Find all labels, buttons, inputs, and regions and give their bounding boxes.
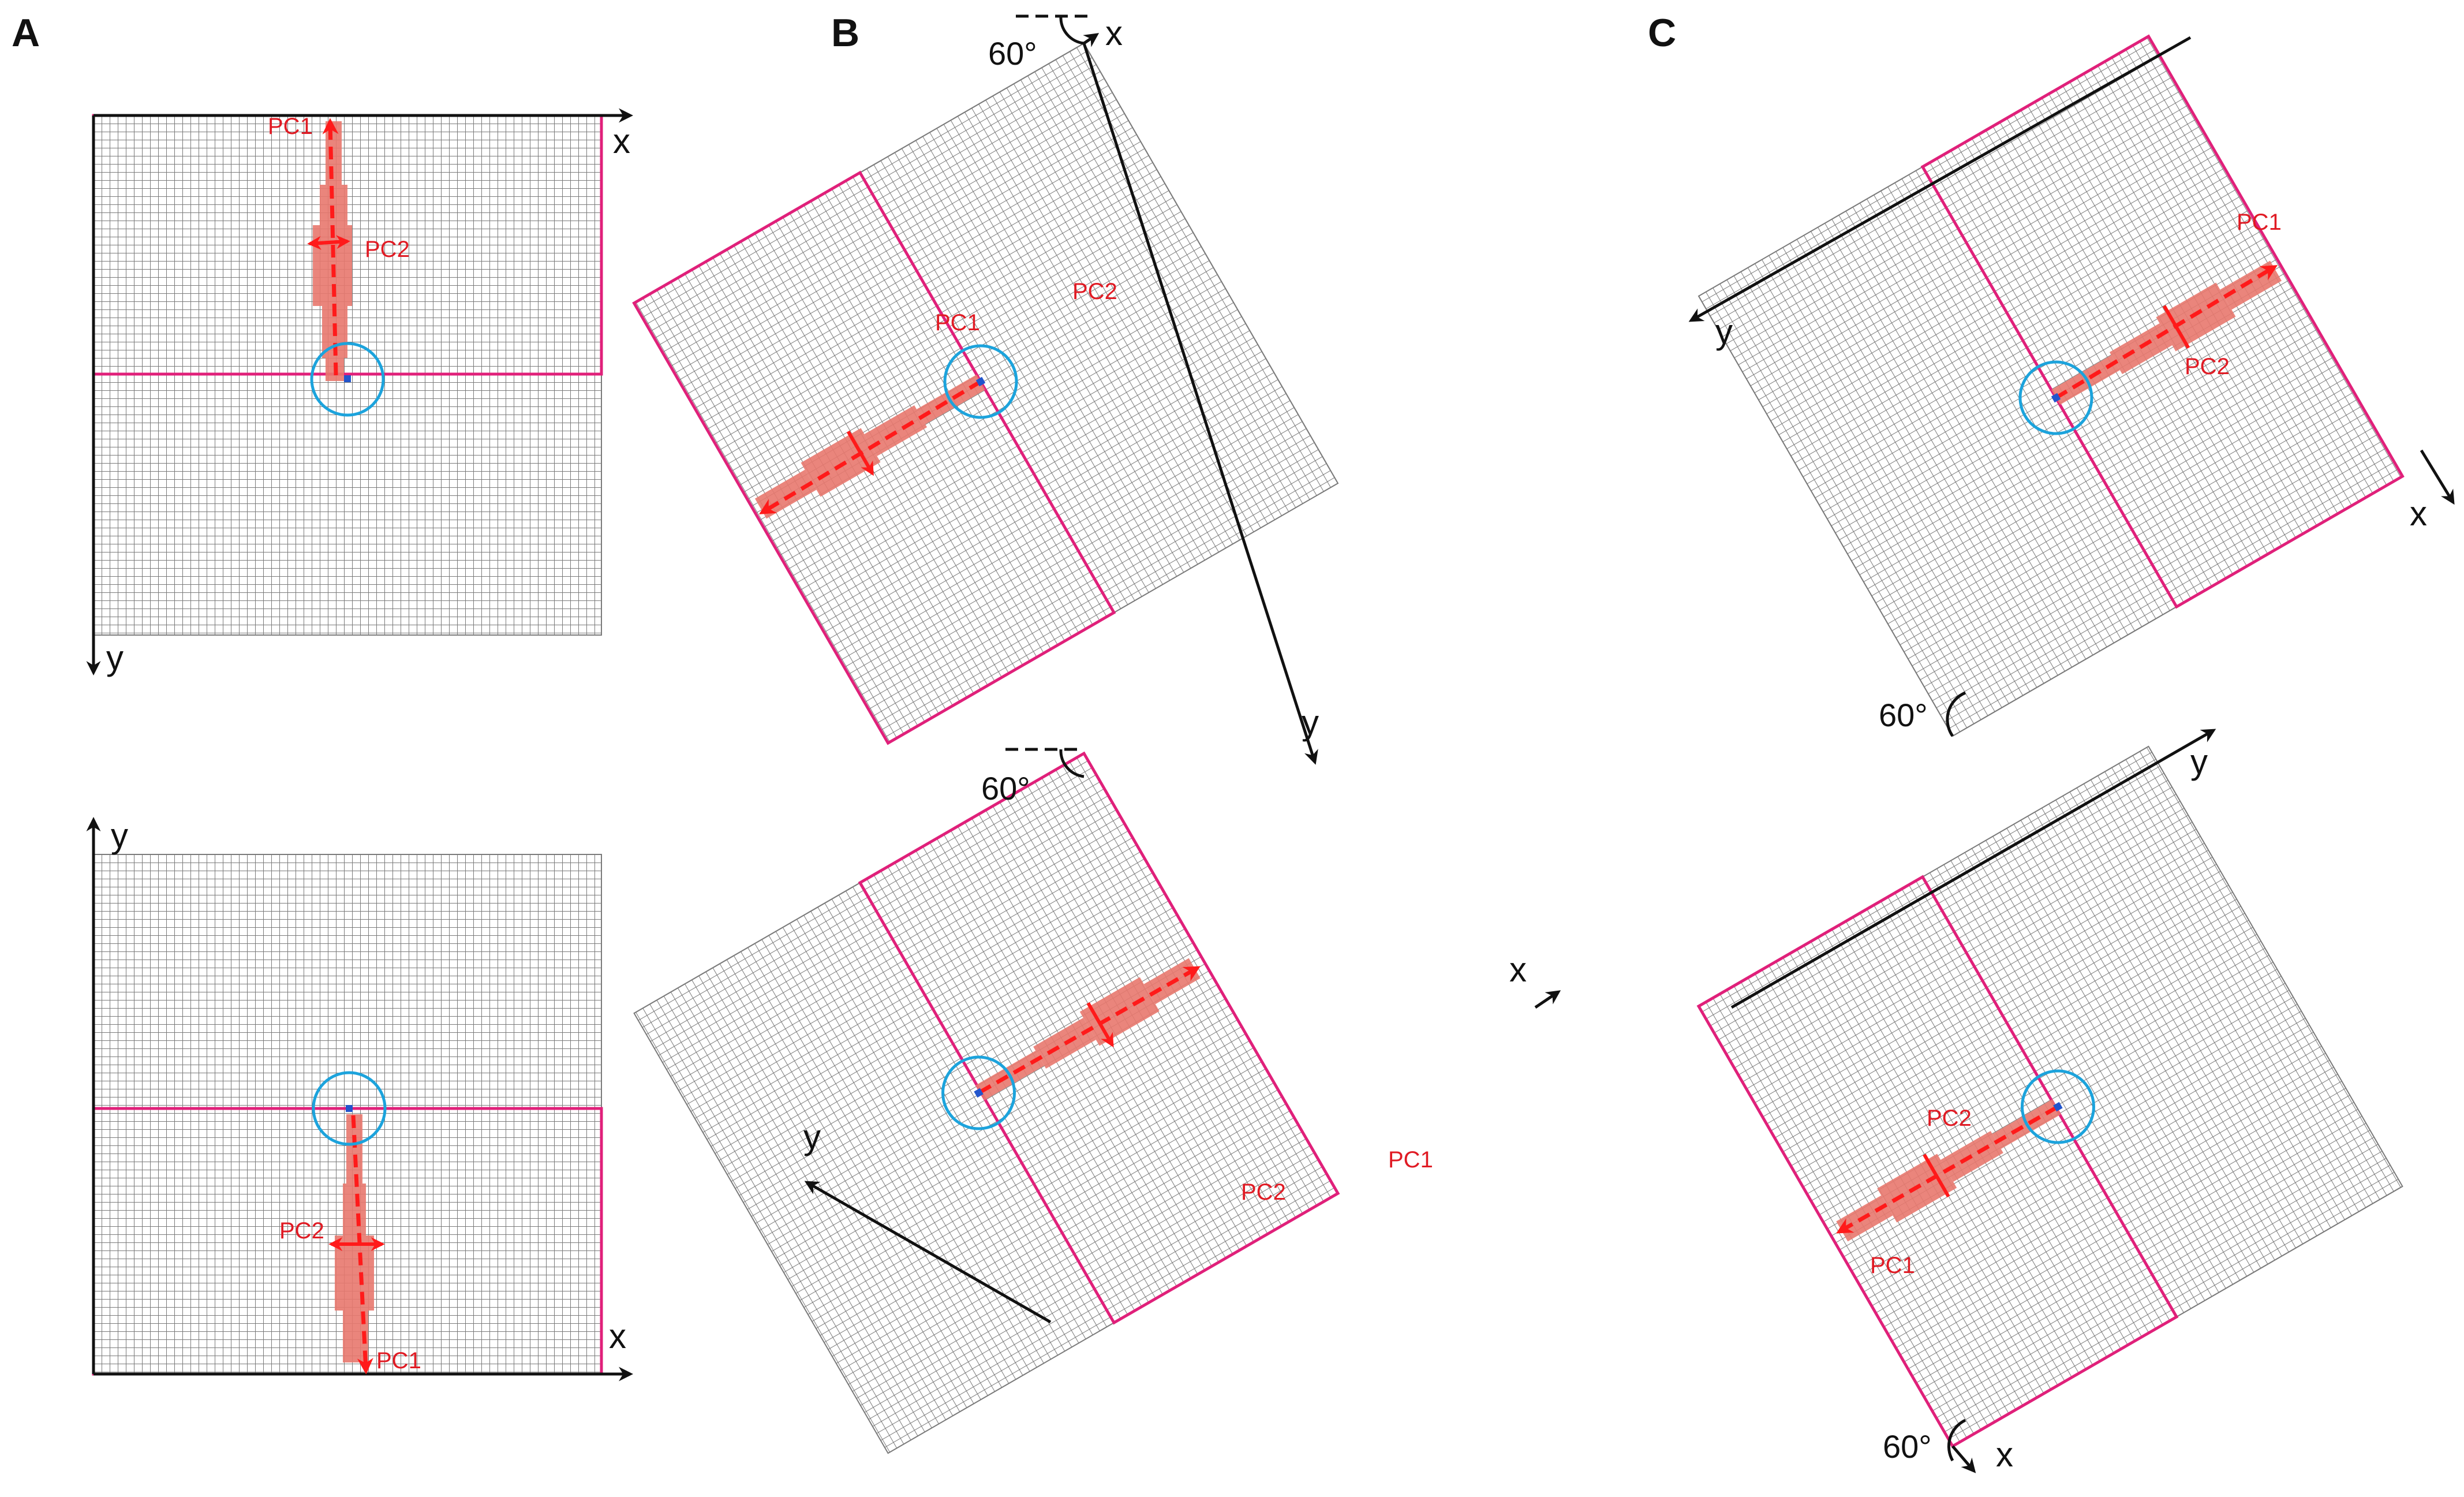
angle-arc <box>1059 16 1085 45</box>
pc2-arrow <box>846 430 874 476</box>
x-axis <box>1083 33 1100 47</box>
y-axis-label: y <box>1715 312 1733 351</box>
origin-point <box>974 1088 984 1098</box>
x-axis <box>1951 1445 1976 1473</box>
x-axis-label: x <box>1509 950 1527 989</box>
x-axis <box>2420 449 2455 505</box>
pc2-arrow <box>1086 1002 1114 1048</box>
panel-c-bottom-axes: 60° x y PC1 PC2 <box>1730 729 2216 1474</box>
pc2-label: PC2 <box>365 237 410 262</box>
y-axis-label: y <box>2190 742 2208 781</box>
pc1-arrow <box>1836 1105 2058 1234</box>
angle-label: 60° <box>981 770 1030 807</box>
origin-point <box>2051 393 2061 403</box>
y-axis <box>1730 729 2216 1009</box>
origin-point <box>346 1105 353 1112</box>
panel-a-bottom-view: x y PC1 PC2 <box>86 816 633 1382</box>
y-axis-label: y <box>1302 703 1319 742</box>
pc2-label: PC2 <box>2185 354 2230 379</box>
x-axis-label: x <box>1996 1435 2013 1474</box>
x-axis-label: x <box>1105 14 1123 53</box>
angle-arc <box>1947 1418 1966 1462</box>
pc2-arrow <box>1923 1153 1950 1198</box>
angle-arc <box>1059 749 1085 778</box>
panel-b-top-axes: 60° x y PC1 PC2 <box>935 14 1319 765</box>
origin-point <box>344 375 351 382</box>
x-axis-label: x <box>613 122 630 160</box>
panel-label-a: A <box>12 11 40 55</box>
pc1-arrow <box>978 966 1201 1095</box>
origin-circle <box>943 344 1018 419</box>
origin-circle <box>2020 1069 2095 1144</box>
angle-label: 60° <box>1879 697 1928 733</box>
y-axis <box>804 1181 1052 1324</box>
roi-border <box>632 170 1116 745</box>
origin-point <box>2053 1102 2063 1112</box>
angle-label: 60° <box>988 35 1037 72</box>
pc1-arrow <box>758 379 982 515</box>
roi-border <box>1920 34 2405 609</box>
panel-b-bottom-axes: 60° x y PC1 PC2 <box>803 748 1561 1324</box>
pc2-label: PC2 <box>279 1218 324 1244</box>
angle-arc <box>1946 691 1966 737</box>
y-axis <box>1082 43 1318 765</box>
roi-border <box>1696 875 2179 1449</box>
roi-border <box>858 751 1340 1325</box>
y-axis-label: y <box>111 816 128 855</box>
origin-circle <box>2018 360 2093 435</box>
panel-a-top-view: x y PC1 PC2 <box>86 108 633 677</box>
origin-circle <box>310 342 385 417</box>
pc1-label: PC1 <box>376 1348 421 1373</box>
angle-label: 60° <box>1883 1428 1932 1465</box>
y-axis-label: y <box>803 1118 821 1156</box>
panel-b-bottom-view <box>633 751 1340 1454</box>
pc2-label: PC2 <box>1927 1106 1972 1131</box>
pc1-label: PC1 <box>1870 1253 1915 1278</box>
pc1-label: PC1 <box>935 310 980 335</box>
pc1-label: PC1 <box>1388 1147 1433 1173</box>
y-axis-label: y <box>106 639 124 677</box>
panel-c-top-view <box>1697 34 2405 737</box>
pc2-arrow <box>2162 305 2190 349</box>
x-axis-label: x <box>2410 494 2427 533</box>
pc1-arrow <box>322 118 339 376</box>
panel-c-top-axes: 60° x y PC1 PC2 <box>1688 36 2455 737</box>
pc2-label: PC2 <box>1241 1179 1286 1205</box>
panel-label-c: C <box>1648 11 1676 55</box>
pc1-label: PC1 <box>2237 210 2282 235</box>
origin-point <box>975 376 986 387</box>
x-axis-label: x <box>609 1317 626 1356</box>
pc1-label: PC1 <box>268 114 313 139</box>
panel-b-top-view <box>632 42 1339 745</box>
x-axis <box>1534 990 1561 1009</box>
origin-circle <box>312 1071 387 1146</box>
panel-label-b: B <box>831 11 859 55</box>
origin-circle <box>941 1055 1016 1130</box>
pc2-label: PC2 <box>1072 279 1117 304</box>
pc1-arrow <box>2055 264 2278 400</box>
y-axis <box>1688 36 2192 322</box>
panel-c-bottom-view <box>1696 745 2403 1449</box>
